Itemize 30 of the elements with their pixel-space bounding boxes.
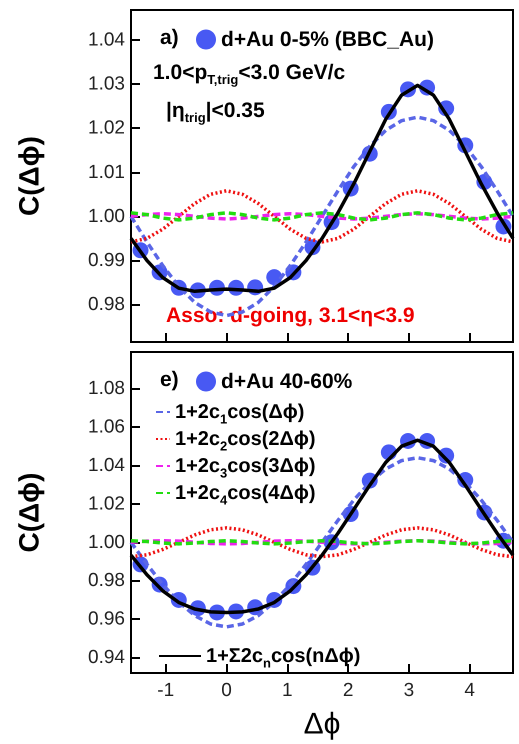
y-tick-label: 1.02 bbox=[88, 118, 125, 139]
y-tick-label: 1.03 bbox=[88, 74, 125, 95]
x-tick-label: 1 bbox=[282, 680, 293, 701]
y-tick-label: 1.04 bbox=[88, 454, 126, 476]
annotation: Asso: d-going, 3.1<η<3.9 bbox=[166, 304, 415, 327]
y-tick-label: 0.98 bbox=[88, 570, 125, 592]
y-tick-label: 0.96 bbox=[88, 608, 125, 630]
annotation: a) bbox=[160, 26, 179, 49]
y-tick-label: 1.08 bbox=[88, 378, 125, 400]
y-tick-label: 1.04 bbox=[88, 29, 126, 50]
y-axis-title: C(Δϕ) bbox=[14, 136, 44, 216]
x-tick-label: 0 bbox=[221, 680, 232, 701]
x-axis-title: Δϕ bbox=[304, 708, 340, 740]
y-tick-label: 0.94 bbox=[88, 647, 126, 668]
x-tick-label: 4 bbox=[464, 680, 476, 701]
legend-label: d+Au 40-60% bbox=[221, 370, 353, 393]
y-tick-label: 1.00 bbox=[88, 532, 125, 553]
legend-label: d+Au 0-5% (BBC_Au) bbox=[221, 28, 434, 51]
y-tick-label: 1.02 bbox=[88, 493, 125, 514]
y-tick-label: 1.00 bbox=[88, 206, 125, 227]
y-tick-label: 1.01 bbox=[88, 162, 125, 183]
x-tick-label: 3 bbox=[404, 680, 414, 701]
y-tick-label: 1.06 bbox=[88, 416, 125, 438]
annotation: e) bbox=[160, 368, 179, 391]
y-tick-label: 0.98 bbox=[88, 294, 125, 316]
y-tick-label: 0.99 bbox=[88, 250, 125, 271]
line-series bbox=[129, 456, 515, 629]
y-axis-title: C(Δϕ) bbox=[14, 472, 44, 552]
x-tick-label: -1 bbox=[157, 680, 174, 701]
x-tick-label: 2 bbox=[342, 680, 354, 701]
